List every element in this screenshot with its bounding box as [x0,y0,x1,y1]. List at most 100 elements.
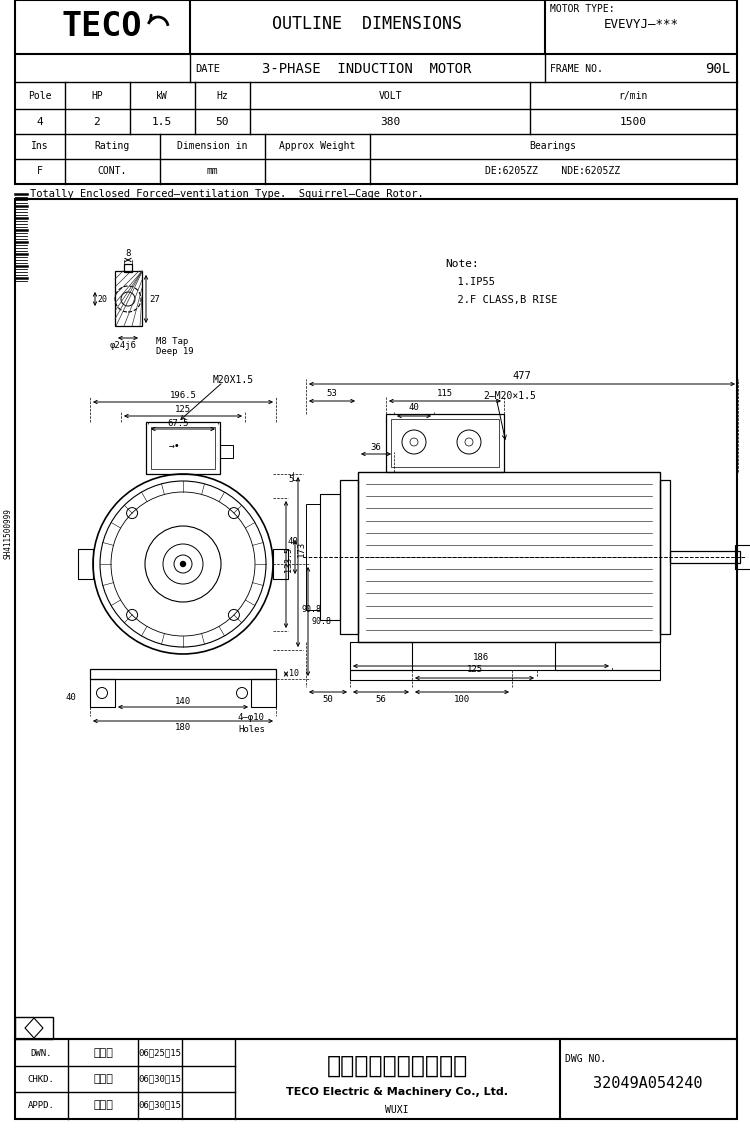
Text: TECO: TECO [62,10,142,43]
Bar [670,551,740,562]
Text: 180: 180 [175,723,191,733]
Text: 90L: 90L [705,62,730,76]
Text: FRAME NO.: FRAME NO. [550,64,603,74]
Text: 32049A054240: 32049A054240 [593,1076,703,1092]
Text: 36: 36 [370,443,381,452]
Bar [146,422,220,474]
Text: 3-PHASE  INDUCTION  MOTOR: 3-PHASE INDUCTION MOTOR [262,62,472,76]
Text: 40: 40 [288,538,298,547]
Text: 50: 50 [215,117,229,127]
Text: 186: 186 [473,653,489,662]
Text: 季東援: 季東援 [93,1048,113,1058]
Text: 06‥25‥15: 06‥25‥15 [139,1049,182,1058]
Text: 40: 40 [65,693,76,702]
Text: 380: 380 [380,117,400,127]
Bar [15,0,737,184]
Text: 4: 4 [37,117,44,127]
Text: VOLT: VOLT [378,91,402,101]
Bar [220,445,233,458]
Text: 5: 5 [288,475,293,484]
Text: DATE: DATE [195,64,220,74]
Text: Approx Weight: Approx Weight [279,141,356,151]
Text: Pole: Pole [28,91,52,101]
Text: Ins: Ins [32,141,49,151]
Bar [78,549,93,579]
Bar [90,679,115,706]
Text: 133.5: 133.5 [284,547,293,572]
Text: HP: HP [92,91,103,101]
Text: TECO Electric & Machinery Co., Ltd.: TECO Electric & Machinery Co., Ltd. [286,1088,508,1097]
Text: 115: 115 [437,389,453,398]
Circle shape [181,561,185,567]
Text: 郭耀良: 郭耀良 [93,1100,113,1110]
Text: 100: 100 [454,695,470,704]
Text: 2—M20×1.5: 2—M20×1.5 [483,391,536,401]
Bar [340,480,358,634]
Bar [358,472,660,642]
Bar [391,418,499,467]
Text: Deep 19: Deep 19 [156,347,194,356]
Bar [90,669,276,679]
Text: r/min: r/min [618,91,648,101]
Text: φ24j6: φ24j6 [110,341,136,350]
Text: Dimension in: Dimension in [177,141,248,151]
Text: CHKD.: CHKD. [28,1075,55,1083]
Bar [151,428,215,469]
Text: EVEVYJ—***: EVEVYJ—*** [604,17,679,31]
Text: M8 Tap: M8 Tap [156,337,188,346]
Text: Holes: Holes [238,725,265,734]
Text: 196.5: 196.5 [170,391,196,400]
Bar [350,670,660,680]
Bar [350,642,412,670]
Bar [306,503,320,610]
Text: 06‥30‥15: 06‥30‥15 [139,1075,182,1083]
Text: 27: 27 [149,295,160,304]
Text: Hz: Hz [216,91,228,101]
Text: 2: 2 [94,117,100,127]
Bar [15,1017,53,1039]
Text: 2.F CLASS,B RISE: 2.F CLASS,B RISE [445,295,557,305]
Text: Bearings: Bearings [530,141,577,151]
Text: Note:: Note: [445,259,478,269]
Text: SH411500999: SH411500999 [4,508,13,559]
Text: mm: mm [206,166,218,176]
Bar [15,1039,737,1119]
Text: →•: →• [170,441,181,451]
Text: 90.8: 90.8 [311,617,331,626]
Text: CONT.: CONT. [98,166,127,176]
Text: F: F [37,166,43,176]
Text: 1.IP55: 1.IP55 [445,277,495,287]
Text: 53: 53 [327,389,338,398]
Text: 薛敷高: 薛敷高 [93,1074,113,1084]
Text: DWN.: DWN. [30,1049,52,1058]
Bar [124,264,132,272]
Bar [735,545,750,569]
Text: 1500: 1500 [620,117,646,127]
Text: DWG NO.: DWG NO. [565,1053,606,1064]
Text: WUXI: WUXI [386,1105,409,1115]
Text: 125: 125 [467,666,483,675]
Text: 1.5: 1.5 [152,117,172,127]
Text: 125: 125 [175,406,191,415]
Bar [273,549,288,579]
Text: 8: 8 [125,249,130,259]
Text: 10: 10 [289,669,299,678]
Bar [251,679,276,706]
Text: 50: 50 [322,695,333,704]
Text: OUTLINE  DIMENSIONS: OUTLINE DIMENSIONS [272,15,462,33]
Text: Rating: Rating [94,141,130,151]
Text: 67.5: 67.5 [167,418,189,428]
Text: kW: kW [156,91,168,101]
Text: MOTOR TYPE:: MOTOR TYPE: [550,5,615,14]
Bar [15,198,737,1039]
Text: 東元電機股份有限公司: 東元電機股份有限公司 [326,1053,468,1078]
Text: 173: 173 [296,541,305,557]
Text: 40: 40 [409,404,419,413]
Text: M20X1.5: M20X1.5 [213,375,254,386]
Bar [386,414,504,472]
Bar [115,271,142,325]
Bar [320,494,340,620]
Text: 06‥30‥15: 06‥30‥15 [139,1100,182,1109]
Bar [660,480,670,634]
Text: APPD.: APPD. [28,1100,55,1109]
